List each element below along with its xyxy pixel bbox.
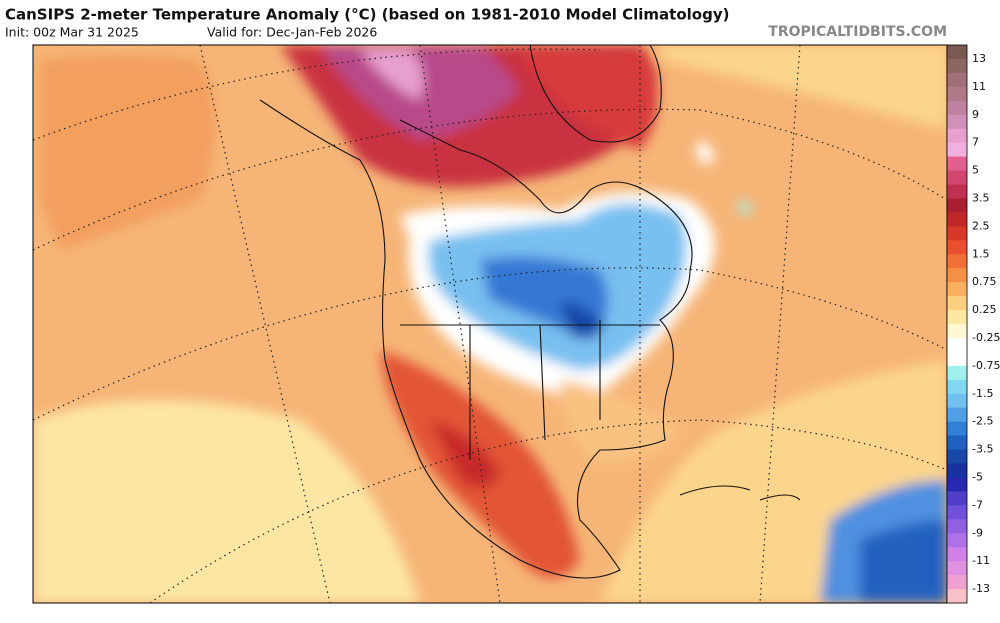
colorbar-label: -3.5 (972, 443, 993, 456)
colorbar-cell (947, 282, 967, 297)
colorbar-label: 0.25 (972, 303, 997, 316)
colorbar-cell (947, 45, 967, 60)
colorbar-cell (947, 296, 967, 311)
colorbar-cell (947, 477, 967, 492)
colorbar-cell (947, 379, 967, 395)
colorbar-cell (947, 268, 967, 283)
site: TROPICALTIDBITS.COM (768, 24, 947, 40)
colorbar-cell (947, 435, 967, 451)
colorbar-label: -1.5 (972, 387, 993, 400)
valid: Valid for: Dec-Jan-Feb 2026 (207, 25, 377, 40)
colorbar-label: -0.75 (972, 359, 1000, 372)
colorbar-label: -13 (972, 582, 990, 595)
colorbar-label: -7 (972, 498, 983, 511)
colorbar-cell (947, 240, 967, 255)
colorbar-cell (947, 58, 967, 74)
colorbar-cell (947, 156, 967, 172)
colorbar-label: 5 (972, 164, 979, 177)
colorbar-cell (947, 226, 967, 241)
colorbar-cell (947, 142, 967, 158)
colorbar-cell (947, 212, 967, 227)
colorbar-cell (947, 184, 967, 199)
colorbar-cell (947, 351, 967, 367)
colorbar-cell (947, 393, 967, 409)
colorbar-label: 3.5 (972, 191, 990, 204)
colorbar-cell (947, 128, 967, 144)
map (33, 45, 947, 603)
colorbar-cell (947, 365, 967, 381)
colorbar-cell (947, 589, 967, 604)
colorbar-label: 2.5 (972, 219, 990, 232)
colorbar-cell (947, 561, 967, 576)
colorbar-cell (947, 310, 967, 325)
colorbar-label: -2.5 (972, 415, 993, 428)
colorbar-label: 0.75 (972, 275, 997, 288)
colorbar-label: 7 (972, 136, 979, 149)
colorbar-cell (947, 337, 967, 353)
colorbar-label: -5 (972, 470, 983, 483)
colorbar-cell (947, 100, 967, 116)
colorbar-cell (947, 170, 967, 185)
colorbar-cell (947, 449, 967, 464)
colorbar-label: -0.25 (972, 331, 1000, 344)
colorbar-cell (947, 421, 967, 437)
colorbar-frame (946, 44, 968, 604)
colorbar-cell (947, 407, 967, 423)
colorbar-cell (947, 547, 967, 562)
colorbar-cell (947, 72, 967, 88)
colorbar-label: 13 (972, 52, 986, 65)
colorbar-cell (947, 519, 967, 534)
colorbar-cell (947, 491, 967, 506)
colorbar-cell (947, 198, 967, 213)
colorbar-cell (947, 575, 967, 590)
colorbar-cell (947, 86, 967, 102)
colorbar-cell (947, 533, 967, 548)
colorbar: 13 11 9 7 5 3.5 2.5 1.5 0.75 0.25 -0.25 -0.75 -1.5 -2… (946, 44, 1000, 604)
init: Init: 00z Mar 31 2025 (5, 25, 139, 40)
colorbar-cell (947, 463, 967, 478)
colorbar-label: -9 (972, 526, 983, 539)
colorbar-label: 9 (972, 108, 979, 121)
colorbar-cell (947, 324, 967, 339)
colorbar-label: 1.5 (972, 247, 990, 260)
colorbar-label: -11 (972, 554, 990, 567)
colorbar-cell (947, 114, 967, 130)
colorbar-cell (947, 254, 967, 269)
colorbar-cell (947, 505, 967, 520)
colorbar-label: 11 (972, 80, 986, 93)
title: CanSIPS 2-meter Temperature Anomaly (°C)… (5, 6, 729, 24)
